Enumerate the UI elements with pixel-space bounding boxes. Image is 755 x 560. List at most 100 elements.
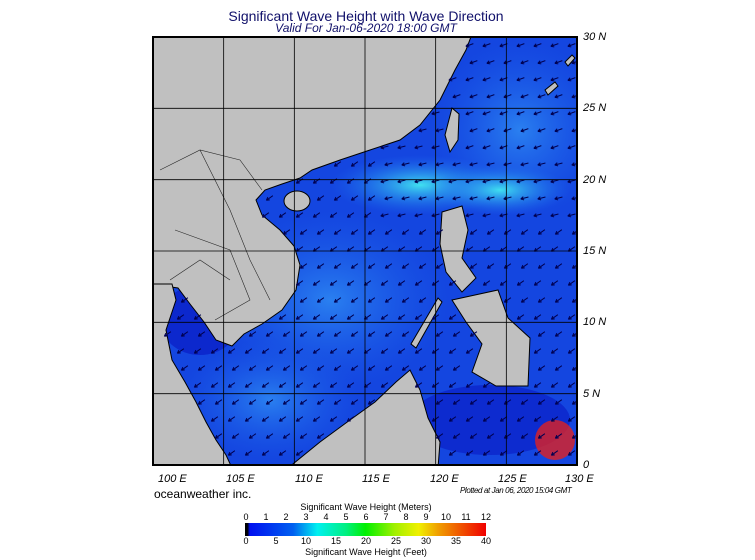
- wave-direction-arrow: [333, 263, 342, 269]
- wave-direction-arrow: [261, 212, 270, 218]
- wave-direction-arrow: [482, 416, 491, 422]
- wave-direction-arrow: [537, 399, 546, 405]
- lon-label: 130 E: [565, 473, 594, 485]
- wave-direction-arrow: [537, 196, 546, 201]
- wave-direction-arrow: [333, 229, 342, 235]
- wave-direction-arrow: [312, 416, 321, 422]
- wave-direction-arrow: [533, 111, 542, 116]
- lat-label: 5 N: [583, 388, 601, 400]
- wave-direction-arrow: [486, 263, 495, 269]
- wave-direction-arrow: [418, 365, 427, 371]
- wave-direction-arrow: [384, 365, 393, 371]
- wave-direction-arrow: [265, 331, 274, 337]
- wave-direction-arrow: [333, 161, 342, 167]
- wave-direction-arrow: [550, 416, 559, 422]
- wave-direction-arrow: [333, 331, 342, 337]
- wave-direction-arrow: [469, 162, 478, 167]
- wave-direction-arrow: [482, 213, 491, 218]
- wave-direction-arrow: [261, 450, 270, 456]
- wave-direction-arrow: [414, 348, 423, 354]
- wave-direction-arrow: [516, 280, 525, 286]
- wave-direction-arrow: [295, 212, 304, 218]
- wave-direction-arrow: [282, 229, 291, 235]
- wave-direction-arrow: [316, 297, 325, 303]
- wave-direction-arrow: [384, 162, 393, 167]
- wave-direction-arrow: [244, 382, 253, 388]
- wave-direction-arrow: [316, 229, 325, 235]
- wave-direction-arrow: [367, 195, 376, 201]
- wave-direction-arrow: [312, 212, 321, 218]
- wave-direction-arrow: [516, 77, 525, 82]
- wave-direction-arrow: [261, 348, 270, 354]
- wave-direction-arrow: [227, 382, 236, 388]
- plotted-timestamp: Plotted at Jan 06, 2020 15:04 GMT: [460, 486, 572, 495]
- credit-text: oceanweather inc.: [154, 487, 252, 501]
- wave-direction-arrow: [397, 348, 406, 354]
- wave-direction-arrow: [486, 196, 495, 201]
- wave-direction-arrow: [533, 314, 542, 320]
- wave-direction-arrow: [278, 382, 287, 388]
- meter-tick: 8: [403, 512, 409, 522]
- wave-direction-arrow: [520, 94, 529, 99]
- wave-direction-arrow: [435, 331, 444, 337]
- wave-direction-arrow: [520, 229, 529, 235]
- wave-direction-arrow: [193, 314, 202, 320]
- wave-direction-arrow: [516, 111, 525, 116]
- map-title: Significant Wave Height with Wave Direct…: [228, 8, 504, 24]
- wave-direction-arrow: [397, 145, 406, 150]
- wave-direction-arrow: [350, 161, 359, 167]
- wave-direction-arrow: [520, 297, 529, 303]
- wave-direction-arrow: [499, 450, 508, 456]
- wave-direction-arrow: [176, 348, 185, 354]
- wave-direction-arrow: [482, 43, 491, 48]
- wave-direction-arrow: [435, 196, 444, 201]
- wave-direction-arrow: [533, 77, 542, 82]
- wave-direction-arrow: [550, 314, 559, 320]
- wave-direction-arrow: [312, 348, 321, 354]
- wave-direction-arrow: [554, 433, 563, 439]
- wave-direction-arrow: [567, 111, 576, 116]
- wave-direction-arrow: [469, 399, 478, 405]
- wave-direction-arrow: [533, 43, 542, 48]
- wave-direction-arrow: [333, 399, 342, 405]
- wave-direction-arrow: [397, 280, 406, 286]
- wave-direction-arrow: [193, 348, 202, 354]
- wave-direction-arrow: [571, 94, 577, 99]
- wave-direction-arrow: [567, 382, 576, 388]
- wave-direction-arrow: [367, 365, 376, 371]
- wave-direction-arrow: [448, 314, 457, 320]
- wave-direction-arrow: [554, 263, 563, 269]
- feet-tick: 40: [480, 536, 492, 546]
- wave-direction-arrow: [248, 399, 257, 405]
- luzon: [439, 205, 477, 293]
- colorbar-title-feet: Significant Wave Height (Feet): [305, 547, 427, 557]
- wave-direction-arrow: [482, 111, 491, 116]
- wave-direction-arrow: [537, 433, 546, 439]
- wave-direction-arrow: [231, 365, 240, 371]
- meter-tick: 11: [461, 512, 471, 522]
- wave-direction-arrow: [520, 196, 529, 201]
- wave-direction-arrow: [333, 365, 342, 371]
- wave-direction-arrow: [367, 229, 376, 235]
- wave-direction-arrow: [571, 366, 577, 371]
- wave-direction-arrow: [571, 400, 577, 405]
- wave-direction-arrow: [537, 365, 546, 371]
- wave-direction-arrow: [486, 229, 495, 235]
- wave-direction-arrow: [367, 297, 376, 303]
- wave-direction-arrow: [554, 229, 563, 235]
- wave-direction-arrow: [469, 196, 478, 201]
- wave-direction-arrow: [367, 399, 376, 405]
- wave-direction-arrow: [567, 348, 576, 354]
- wave-direction-arrow: [401, 196, 410, 201]
- wave-direction-arrow: [554, 196, 563, 201]
- wave-direction-arrow: [380, 213, 389, 218]
- asia-mainland: [153, 37, 472, 347]
- wave-direction-arrow: [567, 416, 576, 422]
- wave-direction-arrow: [448, 382, 457, 388]
- wave-direction-arrow: [282, 399, 291, 405]
- wave-direction-arrow: [401, 162, 410, 167]
- wave-direction-arrow: [469, 229, 478, 235]
- wave-direction-arrow: [571, 230, 577, 235]
- wave-direction-arrow: [486, 399, 495, 405]
- wave-direction-arrow: [380, 348, 389, 354]
